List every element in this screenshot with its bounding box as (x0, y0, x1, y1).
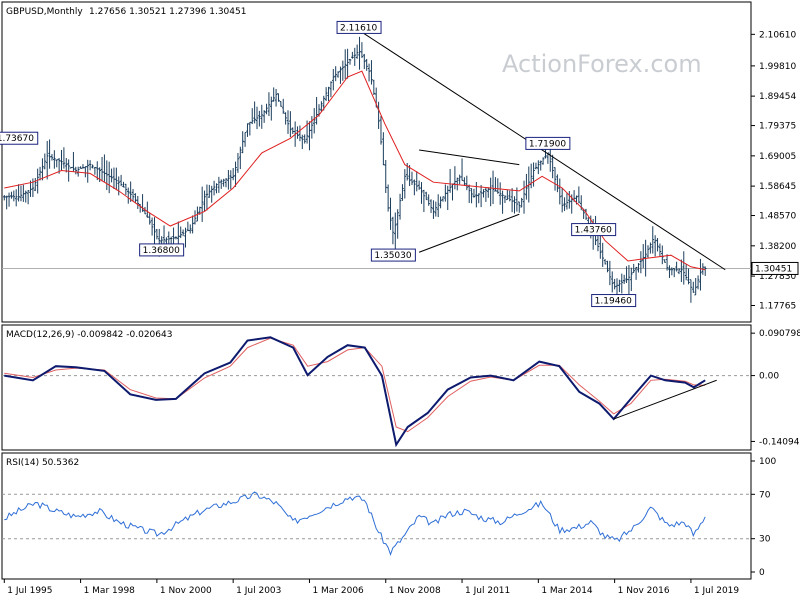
x-tick-label: 1 Nov 2000 (160, 586, 212, 596)
macd-axis-tick-label: 0.00 (759, 372, 779, 382)
annotation-label: 2.11610 (340, 23, 377, 33)
macd-signal-line (4, 337, 706, 433)
annotation-box (336, 20, 382, 34)
rsi-line (4, 491, 706, 557)
x-axis: 1 Jul 1995 1 Mar 1998 1 Nov 2000 1 Jul 2003… (3, 579, 739, 596)
price-axis-tick-label: 1.69005 (759, 152, 796, 162)
macd-panel: 0.090798 0.00 -0.14094 (2, 329, 800, 447)
price-axis-tick-label: 1.79375 (759, 122, 796, 132)
rsi-panel-frame (1, 452, 752, 580)
annotation-label: 1.73670 (0, 134, 34, 144)
rsi-axis-tick-label: 0 (759, 568, 765, 578)
x-tick-label: 1 Nov 2016 (618, 586, 670, 596)
rsi-panel: 100 70 30 0 (2, 457, 776, 578)
price-panel-frame (1, 1, 752, 323)
rsi-axis-tick-label: 30 (759, 535, 771, 545)
annotation-box (0, 131, 39, 145)
price-axis-tick-label: 1.17765 (759, 301, 796, 311)
macd-axis-tick-label: -0.14094 (759, 437, 800, 447)
rsi-axis-tick-label: 70 (759, 490, 771, 500)
rsi-header: RSI(14) 50.5362 (6, 458, 79, 468)
trendline (418, 213, 520, 253)
x-tick-label: 1 Mar 2014 (541, 586, 593, 596)
price-axis-tick-label: 2.10610 (759, 30, 796, 40)
annotation-box (370, 248, 416, 262)
price-header-ohlc: 1.27656 1.30521 1.27396 1.30451 (89, 7, 246, 17)
watermark: ActionForex.com (502, 50, 702, 78)
x-tick-label: 1 Jul 2011 (465, 586, 510, 596)
price-axis-tick-label: 1.89454 (759, 92, 796, 102)
price-axis-tick-label: 1.27830 (759, 272, 796, 282)
price-axis-tick-label: 1.48570 (759, 212, 796, 222)
annotation-box (139, 243, 185, 257)
x-tick-label: 1 Mar 2006 (312, 586, 364, 596)
current-price-tag (751, 261, 799, 275)
macd-panel-frame (1, 324, 752, 451)
macd-line (4, 336, 706, 448)
trendline (419, 149, 520, 166)
price-panel: 2.10610 1.99810 1.89454 1.79375 1.69005 1.586… (0, 20, 799, 311)
price-axis-tick-label: 1.58645 (759, 182, 796, 192)
annotation-label: 1.71900 (529, 139, 566, 149)
x-tick-label: 1 Mar 1998 (84, 586, 136, 596)
x-tick-label: 1 Jul 1995 (7, 586, 52, 596)
current-price-label: 1.30451 (755, 264, 792, 274)
moving-average-line (4, 70, 706, 271)
price-bars (2, 36, 707, 303)
macd-axis-tick-label: 0.090798 (759, 329, 800, 339)
annotation-label: 1.35030 (374, 251, 411, 261)
price-header-symbol: GBPUSD,Monthly (6, 7, 83, 17)
macd-trendline (613, 379, 717, 420)
annotation-box (571, 223, 617, 237)
x-tick-label: 1 Jul 2003 (236, 586, 281, 596)
annotation-label: 1.36800 (143, 246, 180, 256)
x-tick-label: 1 Jul 2019 (694, 586, 739, 596)
annotation-box (591, 294, 637, 308)
price-axis-tick-label: 1.38200 (759, 242, 796, 252)
macd-header: MACD(12,26,9) -0.009842 -0.020643 (6, 330, 172, 340)
trendline (358, 29, 726, 271)
price-axis-tick-label: 1.99810 (759, 62, 796, 72)
annotation-label: 1.43760 (575, 226, 612, 236)
annotation-label: 1.19460 (595, 297, 632, 307)
annotation-box (525, 136, 571, 150)
x-tick-label: 1 Nov 2008 (389, 586, 441, 596)
rsi-axis-tick-label: 100 (759, 457, 776, 467)
